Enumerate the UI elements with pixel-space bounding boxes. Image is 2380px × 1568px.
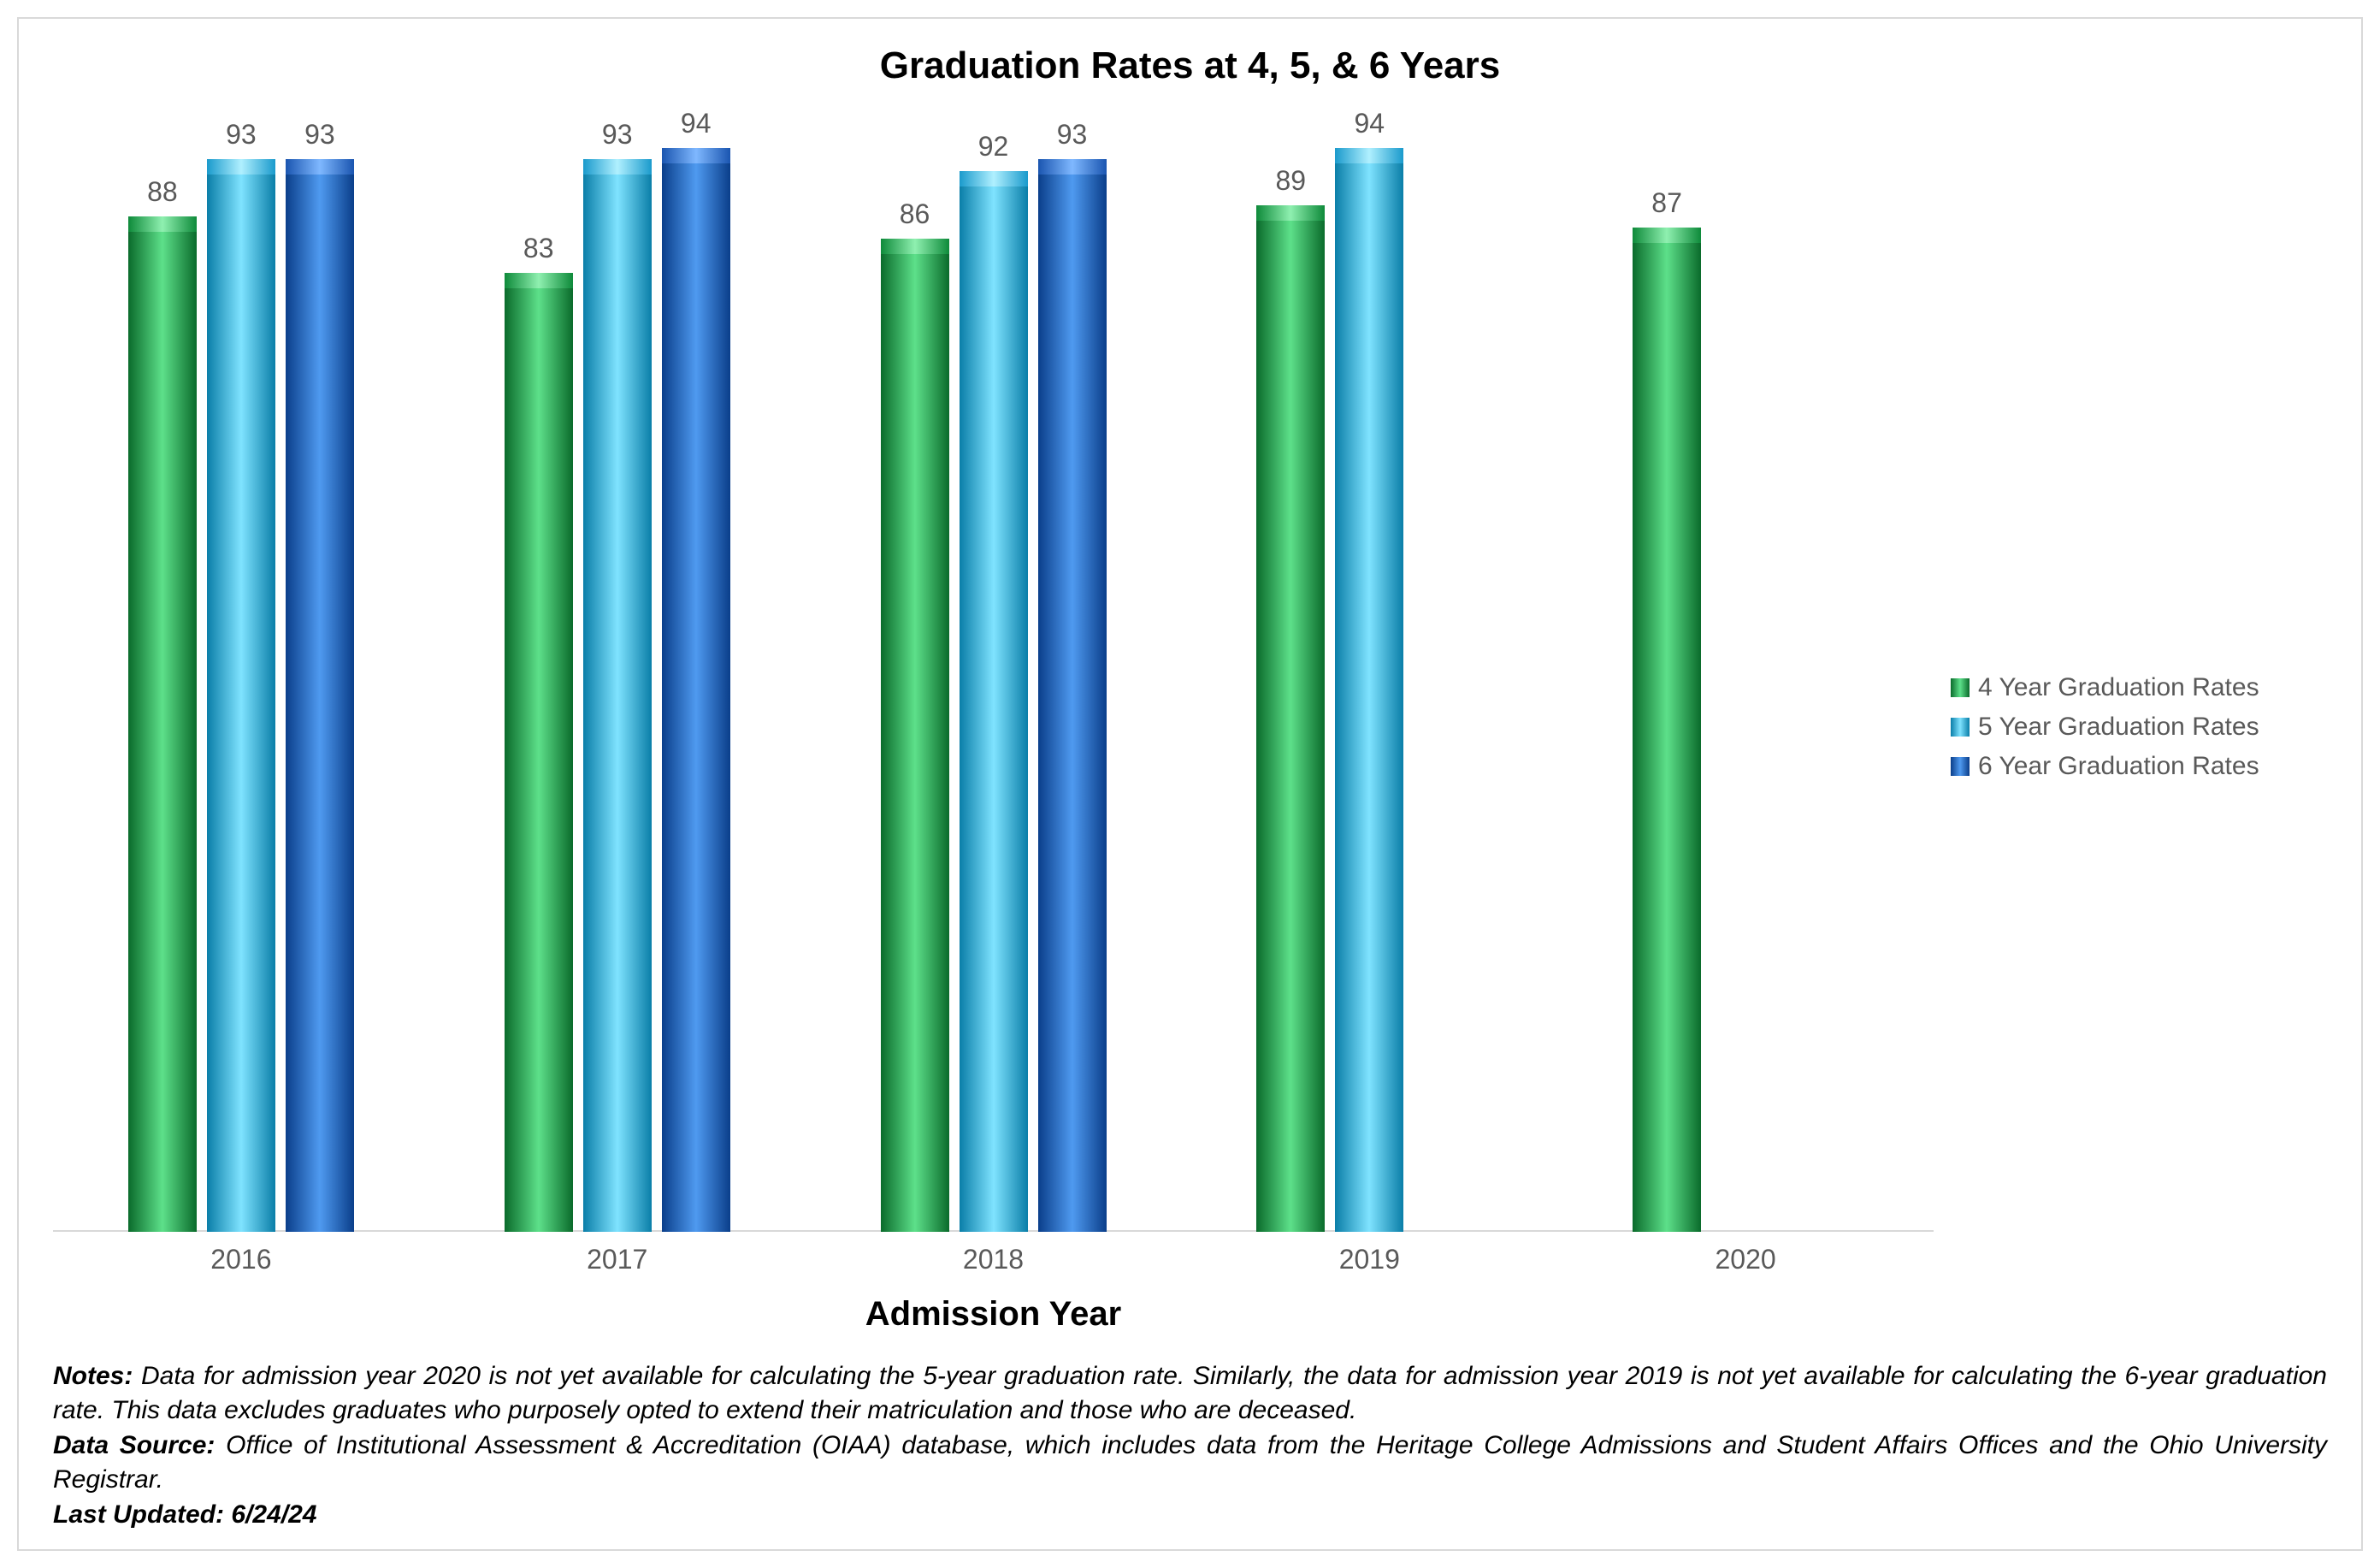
chart-panel: Graduation Rates at 4, 5, & 6 Years 8893…	[17, 17, 2363, 1551]
legend-item: 5 Year Graduation Rates	[1951, 713, 2327, 742]
bar	[583, 175, 652, 1231]
legend-swatch	[1951, 757, 1970, 776]
bar	[960, 186, 1028, 1232]
bar-group: 839394	[499, 163, 735, 1231]
bar-slot: 93	[583, 175, 652, 1231]
bar-group: 8994	[1251, 163, 1487, 1231]
x-tick-label: 2017	[429, 1232, 806, 1275]
bar	[1256, 221, 1325, 1232]
x-tick-label: 2018	[806, 1232, 1182, 1275]
updated-label: Last Updated: 6/24/24	[53, 1500, 316, 1529]
bar-value-label: 83	[505, 233, 573, 264]
bar	[1633, 243, 1701, 1231]
bar-value-label: 93	[286, 119, 354, 151]
bar-slot: 93	[1038, 175, 1107, 1231]
bar	[286, 175, 354, 1231]
legend-swatch	[1951, 718, 1970, 737]
bar-top-bevel	[583, 159, 652, 175]
bar-top-bevel	[128, 216, 197, 232]
bar-group: 87	[1627, 243, 1863, 1231]
legend: 4 Year Graduation Rates 5 Year Graduation…	[1934, 96, 2327, 1359]
bar-top-bevel	[881, 239, 949, 254]
bar-slot: 93	[207, 175, 275, 1231]
bar-group: 869293	[876, 175, 1112, 1231]
bar-slot: 88	[128, 232, 197, 1232]
bar-value-label: 94	[1335, 108, 1403, 139]
plot-area: 889393839394869293899487	[53, 96, 1934, 1232]
bar-top-bevel	[1256, 205, 1325, 221]
bar	[1335, 163, 1403, 1231]
bar-top-bevel	[1335, 148, 1403, 163]
legend-label: 6 Year Graduation Rates	[1978, 752, 2259, 781]
x-tick-label: 2016	[53, 1232, 429, 1275]
bar-value-label: 93	[207, 119, 275, 151]
x-axis-title: Admission Year	[53, 1295, 1934, 1334]
legend-label: 4 Year Graduation Rates	[1978, 673, 2259, 702]
bar-value-label: 93	[583, 119, 652, 151]
bar-top-bevel	[286, 159, 354, 175]
source-label: Data Source:	[53, 1431, 215, 1459]
bar-slot: 92	[960, 186, 1028, 1232]
bar-top-bevel	[207, 159, 275, 175]
x-tick-label: 2020	[1557, 1232, 1934, 1275]
bar-slot: 87	[1633, 243, 1701, 1231]
bar-slot: 86	[881, 254, 949, 1231]
x-tick-label: 2019	[1181, 1232, 1557, 1275]
notes-text: Data for admission year 2020 is not yet …	[53, 1362, 2327, 1425]
bar-value-label: 88	[128, 176, 197, 208]
chart-row: 889393839394869293899487 201620172018201…	[53, 96, 2327, 1359]
bar-group: 889393	[123, 175, 359, 1231]
bar-top-bevel	[662, 148, 730, 163]
notes-label: Notes:	[53, 1362, 133, 1390]
legend-swatch	[1951, 678, 1970, 697]
bar-value-label: 92	[960, 131, 1028, 163]
bar	[662, 163, 730, 1231]
bar-slot: 83	[505, 288, 573, 1231]
bar	[881, 254, 949, 1231]
bar-value-label: 93	[1038, 119, 1107, 151]
x-axis: 20162017201820192020	[53, 1232, 1934, 1292]
chart-title: Graduation Rates at 4, 5, & 6 Years	[53, 44, 2327, 87]
legend-item: 6 Year Graduation Rates	[1951, 752, 2327, 781]
bar-top-bevel	[505, 273, 573, 288]
plot-wrap: 889393839394869293899487 201620172018201…	[53, 96, 1934, 1359]
legend-label: 5 Year Graduation Rates	[1978, 713, 2259, 742]
bar-value-label: 89	[1256, 165, 1325, 197]
bar-slot: 93	[286, 175, 354, 1231]
bar-value-label: 86	[881, 198, 949, 230]
bar	[1038, 175, 1107, 1231]
bar-top-bevel	[1038, 159, 1107, 175]
bar-slot: 89	[1256, 221, 1325, 1232]
bar-slot: 94	[662, 163, 730, 1231]
legend-item: 4 Year Graduation Rates	[1951, 673, 2327, 702]
bar-top-bevel	[1633, 228, 1701, 243]
bar-value-label: 94	[662, 108, 730, 139]
bar	[207, 175, 275, 1231]
notes-block: Notes: Data for admission year 2020 is n…	[53, 1359, 2327, 1533]
source-text: Office of Institutional Assessment & Acc…	[53, 1431, 2327, 1494]
bar-slot: 94	[1335, 163, 1403, 1231]
bar-top-bevel	[960, 171, 1028, 186]
bar-value-label: 87	[1633, 187, 1701, 219]
bar	[128, 232, 197, 1232]
bar	[505, 288, 573, 1231]
